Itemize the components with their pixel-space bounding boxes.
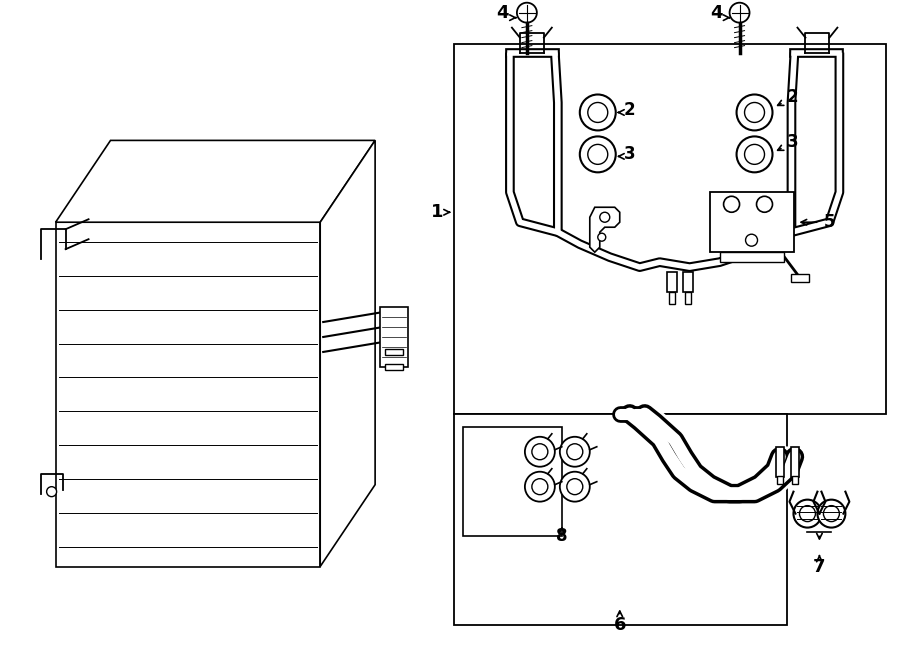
Bar	[793, 476, 798, 484]
Circle shape	[824, 506, 840, 522]
Polygon shape	[590, 207, 620, 252]
Text: 4: 4	[710, 4, 723, 22]
Circle shape	[580, 95, 616, 130]
Bar	[791, 447, 799, 477]
Bar	[667, 272, 677, 292]
Bar	[778, 476, 784, 484]
Bar	[464, 427, 562, 536]
Circle shape	[532, 479, 548, 495]
Polygon shape	[320, 140, 375, 567]
Circle shape	[560, 472, 590, 502]
Bar	[380, 307, 408, 367]
Circle shape	[799, 506, 815, 522]
Text: 5: 5	[824, 213, 835, 231]
Polygon shape	[56, 140, 375, 222]
Circle shape	[724, 197, 740, 213]
Circle shape	[580, 136, 616, 172]
Circle shape	[817, 500, 845, 528]
Text: 2: 2	[787, 89, 798, 107]
Bar	[685, 292, 690, 304]
Bar	[709, 192, 795, 252]
Text: 3: 3	[624, 146, 635, 164]
Bar	[385, 364, 403, 370]
Circle shape	[560, 437, 590, 467]
Circle shape	[745, 234, 758, 246]
Circle shape	[588, 103, 608, 122]
Text: 1: 1	[431, 203, 444, 221]
Circle shape	[532, 444, 548, 459]
Text: 2: 2	[624, 101, 635, 119]
Bar	[454, 44, 886, 414]
Text: 7: 7	[814, 557, 825, 575]
Circle shape	[794, 500, 822, 528]
Circle shape	[736, 95, 772, 130]
Text: 3: 3	[787, 134, 798, 152]
Circle shape	[517, 3, 537, 23]
Bar	[720, 252, 785, 262]
Bar	[669, 292, 675, 304]
Circle shape	[525, 437, 554, 467]
Circle shape	[730, 3, 750, 23]
Circle shape	[736, 136, 772, 172]
Circle shape	[757, 197, 772, 213]
Circle shape	[567, 479, 583, 495]
Circle shape	[744, 103, 764, 122]
Circle shape	[744, 144, 764, 164]
Circle shape	[588, 144, 608, 164]
Bar	[777, 447, 785, 477]
Bar	[385, 349, 403, 355]
Bar	[791, 274, 809, 282]
Bar	[682, 272, 693, 292]
Circle shape	[47, 487, 57, 496]
Text: 4: 4	[497, 4, 509, 22]
Text: 6: 6	[614, 616, 626, 634]
Circle shape	[567, 444, 583, 459]
Text: 8: 8	[556, 526, 568, 545]
Circle shape	[599, 213, 610, 222]
Circle shape	[525, 472, 554, 502]
Circle shape	[598, 233, 606, 241]
Polygon shape	[56, 222, 320, 567]
Bar	[454, 414, 787, 625]
